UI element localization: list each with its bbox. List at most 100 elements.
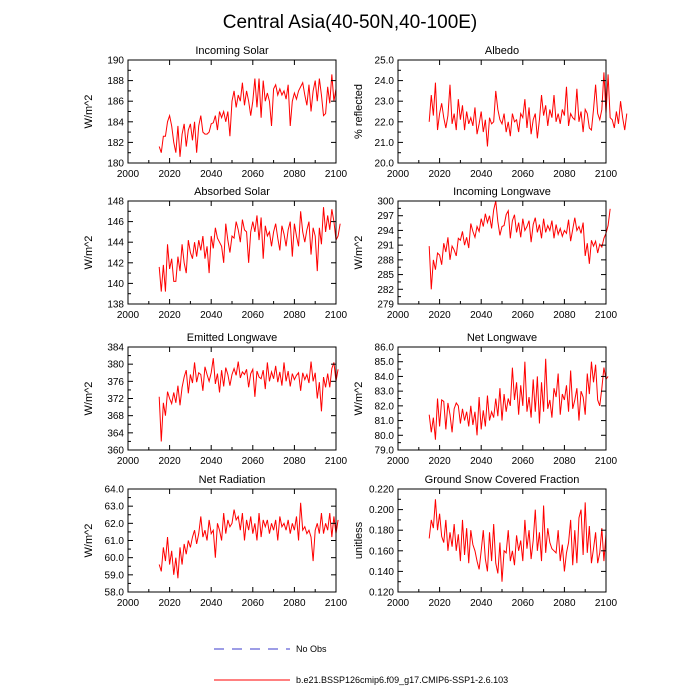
x-tick-label: 2100 bbox=[595, 456, 618, 467]
data-line-ground-snow-covered-fraction bbox=[428, 499, 607, 582]
y-axis-label: W/m^2 bbox=[83, 95, 95, 129]
y-tick-label: 22.0 bbox=[375, 117, 395, 128]
y-axis-label: W/m^2 bbox=[353, 236, 365, 270]
x-tick-label: 2100 bbox=[325, 310, 348, 321]
figure-title: Central Asia(40-50N,40-100E) bbox=[223, 12, 478, 33]
x-tick-label: 2100 bbox=[595, 169, 618, 180]
x-tick-label: 2040 bbox=[200, 598, 223, 609]
x-tick-label: 2000 bbox=[117, 456, 140, 467]
data-line-net-longwave bbox=[428, 358, 609, 440]
y-tick-label: 80.0 bbox=[375, 431, 395, 442]
y-tick-label: 63.0 bbox=[105, 502, 125, 513]
x-tick-label: 2020 bbox=[428, 598, 451, 609]
panel-title: Albedo bbox=[485, 45, 519, 57]
panel-absorbed-solar: 2000 2020 2040 2060 2080 2100 138 140 142 144 146 1… bbox=[83, 186, 348, 321]
x-tick-label: 2060 bbox=[512, 456, 535, 467]
y-tick-label: 372 bbox=[107, 394, 124, 405]
y-tick-label: 0.220 bbox=[369, 485, 394, 496]
panel-emitted-longwave: 2000 2020 2040 2060 2080 2100 360 364 368 372 376 3… bbox=[83, 332, 348, 467]
y-tick-label: 82.0 bbox=[375, 401, 395, 412]
x-tick-label: 2020 bbox=[158, 598, 181, 609]
panels: 2000 2020 2040 2060 2080 2100 180 182 184 186 188 1… bbox=[83, 45, 628, 609]
x-tick-label: 2000 bbox=[387, 169, 410, 180]
y-tick-label: 0.180 bbox=[369, 526, 394, 537]
y-tick-label: 83.0 bbox=[375, 387, 395, 398]
y-tick-label: 380 bbox=[107, 360, 124, 371]
data-line-net-radiation bbox=[158, 502, 339, 579]
legend-obs-label: No Obs bbox=[296, 644, 327, 654]
y-tick-label: 144 bbox=[107, 238, 124, 249]
x-tick-label: 2040 bbox=[470, 169, 493, 180]
x-tick-label: 2060 bbox=[512, 169, 535, 180]
y-axis-label: unitless bbox=[353, 521, 365, 559]
y-tick-label: 25.0 bbox=[375, 56, 395, 67]
x-tick-label: 2020 bbox=[428, 456, 451, 467]
x-tick-label: 2040 bbox=[470, 310, 493, 321]
data-line-incoming-longwave bbox=[428, 200, 611, 290]
x-tick-label: 2060 bbox=[242, 456, 265, 467]
y-tick-label: 23.0 bbox=[375, 97, 395, 108]
y-tick-label: 0.160 bbox=[369, 546, 394, 557]
x-tick-label: 2020 bbox=[428, 310, 451, 321]
x-tick-label: 2040 bbox=[470, 598, 493, 609]
y-tick-label: 285 bbox=[377, 270, 394, 281]
x-tick-label: 2060 bbox=[512, 310, 535, 321]
x-tick-label: 2080 bbox=[553, 456, 576, 467]
y-tick-label: 24.0 bbox=[375, 76, 395, 87]
x-tick-label: 2000 bbox=[387, 456, 410, 467]
panel-title: Net Longwave bbox=[467, 332, 537, 344]
y-tick-label: 384 bbox=[107, 343, 124, 354]
y-axis-label: W/m^2 bbox=[83, 236, 95, 270]
data-line-absorbed-solar bbox=[158, 207, 341, 292]
panel-ground-snow-covered-fraction: 2000 2020 2040 2060 2080 2100 0.120 0.140 0.160 0… bbox=[353, 474, 618, 609]
plot-frame bbox=[127, 488, 337, 593]
x-tick-label: 2100 bbox=[595, 598, 618, 609]
x-tick-label: 2040 bbox=[200, 169, 223, 180]
x-tick-label: 2080 bbox=[283, 598, 306, 609]
x-tick-label: 2080 bbox=[283, 169, 306, 180]
x-tick-label: 2100 bbox=[325, 169, 348, 180]
panel-title: Absorbed Solar bbox=[194, 186, 270, 198]
x-tick-label: 2100 bbox=[595, 310, 618, 321]
y-tick-label: 360 bbox=[107, 446, 124, 457]
y-tick-label: 184 bbox=[107, 117, 124, 128]
panel-title: Incoming Longwave bbox=[453, 186, 551, 198]
x-tick-label: 2000 bbox=[117, 598, 140, 609]
x-tick-label: 2080 bbox=[553, 310, 576, 321]
y-axis-label: W/m^2 bbox=[83, 524, 95, 558]
x-tick-label: 2020 bbox=[158, 169, 181, 180]
y-tick-label: 300 bbox=[377, 197, 394, 208]
y-tick-label: 186 bbox=[107, 97, 124, 108]
x-tick-label: 2100 bbox=[325, 598, 348, 609]
x-tick-label: 2000 bbox=[387, 598, 410, 609]
y-tick-label: 368 bbox=[107, 411, 124, 422]
y-tick-label: 291 bbox=[377, 241, 394, 252]
x-tick-label: 2100 bbox=[325, 456, 348, 467]
x-tick-label: 2060 bbox=[512, 598, 535, 609]
y-axis-label: W/m^2 bbox=[353, 382, 365, 416]
data-line-albedo bbox=[428, 72, 628, 147]
x-tick-label: 2000 bbox=[117, 169, 140, 180]
y-tick-label: 282 bbox=[377, 285, 394, 296]
x-tick-label: 2080 bbox=[553, 598, 576, 609]
y-tick-label: 59.0 bbox=[105, 570, 125, 581]
y-tick-label: 85.0 bbox=[375, 357, 395, 368]
legend-model-label: b.e21.BSSP126cmip6.f09_g17.CMIP6-SSP1-2.… bbox=[296, 675, 508, 685]
x-tick-label: 2060 bbox=[242, 169, 265, 180]
y-axis-label: % reflected bbox=[353, 84, 365, 139]
panel-albedo: 2000 2020 2040 2060 2080 2100 20.0 21.0 22.0 23.0… bbox=[353, 45, 628, 180]
y-axis-label: W/m^2 bbox=[83, 382, 95, 416]
x-tick-label: 2040 bbox=[200, 310, 223, 321]
y-tick-label: 138 bbox=[107, 300, 124, 311]
x-tick-label: 2080 bbox=[553, 169, 576, 180]
y-tick-label: 188 bbox=[107, 76, 124, 87]
legend: No Obs b.e21.BSSP126cmip6.f09_g17.CMIP6-… bbox=[214, 644, 508, 685]
y-tick-label: 288 bbox=[377, 255, 394, 266]
data-line-incoming-solar bbox=[158, 74, 337, 157]
x-tick-label: 2000 bbox=[387, 310, 410, 321]
x-tick-label: 2080 bbox=[283, 310, 306, 321]
y-tick-label: 0.200 bbox=[369, 505, 394, 516]
y-tick-label: 20.0 bbox=[375, 159, 395, 170]
panel-title: Emitted Longwave bbox=[187, 332, 278, 344]
